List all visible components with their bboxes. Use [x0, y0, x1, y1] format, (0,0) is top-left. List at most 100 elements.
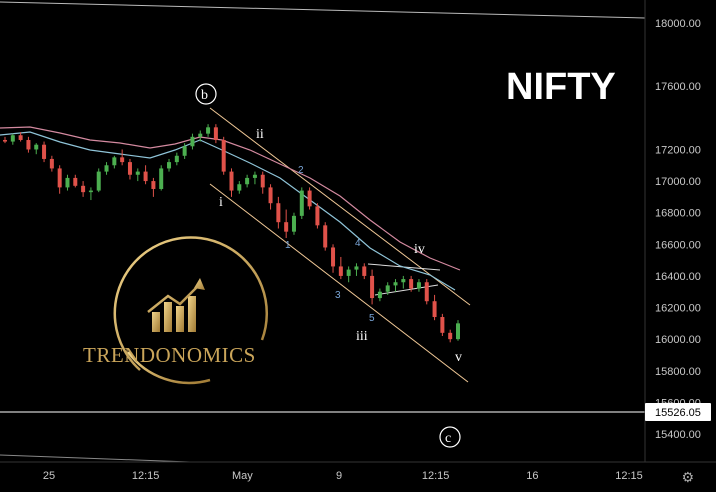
candle-body: [3, 139, 7, 142]
candle-body: [338, 266, 343, 276]
candle-body: [151, 181, 156, 189]
logo-arc-icon: [113, 236, 269, 371]
candle-body: [456, 323, 460, 340]
candle-body: [112, 157, 117, 166]
candle-body: [104, 165, 109, 172]
candle-body: [198, 133, 203, 137]
candle-body: [127, 162, 132, 175]
candle-body: [409, 279, 414, 289]
candle-body: [65, 177, 70, 188]
candle-body: [385, 285, 390, 292]
svg-text:c: c: [445, 431, 451, 446]
wave-b-marker: b: [195, 83, 217, 105]
wave-c-marker: c: [439, 426, 461, 448]
subwave-4-label: 4: [355, 238, 361, 249]
wave-iv-label: iv: [414, 242, 425, 257]
candle-body: [346, 269, 351, 276]
subwave-3-label: 3: [335, 290, 341, 301]
y-tick-label: 17000.00: [655, 176, 701, 188]
brand-name: TRENDONOMICS: [83, 343, 256, 367]
candle-body: [120, 157, 125, 163]
candle-body: [416, 282, 421, 289]
x-tick-label: 25: [43, 470, 55, 482]
candle-body: [57, 168, 62, 188]
candle-body: [229, 171, 234, 191]
candle-body: [307, 190, 312, 207]
candle-body: [190, 136, 195, 147]
wave-v-label: v: [455, 350, 462, 365]
x-tick-label: May: [232, 470, 253, 482]
trendlines: [0, 1, 646, 463]
candle-body: [221, 139, 226, 172]
subwave-5-label: 5: [369, 313, 375, 324]
wave-iii-label: iii: [356, 329, 368, 344]
candle-body: [370, 275, 375, 299]
y-tick-label: 16600.00: [655, 239, 701, 251]
time-axis[interactable]: 25 12:15 May 9 12:15 16 12:15: [0, 461, 716, 482]
candles: [3, 124, 460, 343]
candle-body: [362, 266, 367, 276]
candle-body: [268, 187, 273, 204]
x-tick-label: 16: [526, 470, 538, 482]
x-tick-label: 12:15: [615, 470, 643, 482]
candle-body: [245, 177, 250, 185]
logo-bar-icon: [152, 312, 160, 332]
candle-body: [81, 185, 86, 193]
y-tick-label: 16200.00: [655, 303, 701, 315]
y-tick-label: 15800.00: [655, 366, 701, 378]
y-tick-label: 17200.00: [655, 144, 701, 156]
trendonomics-logo: TRENDONOMICS: [83, 236, 269, 385]
settings-gear-icon[interactable]: ⚙: [681, 470, 694, 486]
candle-body: [291, 215, 296, 232]
candle-body: [18, 135, 23, 140]
candle-body: [88, 190, 93, 193]
candle-body: [393, 282, 398, 286]
candle-body: [440, 317, 445, 333]
candle-body: [284, 222, 289, 232]
bottom-trendline: [0, 454, 191, 463]
candle-body: [206, 127, 211, 134]
candle-body: [49, 158, 54, 169]
candle-body: [237, 184, 242, 191]
candle-body: [213, 127, 218, 140]
y-tick-label: 16800.00: [655, 208, 701, 220]
candle-body: [96, 171, 101, 191]
candle-body: [315, 206, 320, 226]
channel-lower-line: [209, 183, 469, 383]
wave-ii-label: ii: [256, 127, 264, 142]
top-trendline: [0, 1, 646, 19]
subwave-1-label: 1: [285, 240, 291, 251]
candle-body: [260, 174, 265, 188]
x-tick-label: 12:15: [132, 470, 160, 482]
x-tick-label: 12:15: [422, 470, 450, 482]
candle-body: [10, 135, 15, 142]
candle-body: [143, 171, 148, 182]
y-tick-label: 18000.00: [655, 18, 701, 30]
x-tick-label: 9: [336, 470, 342, 482]
candle-body: [135, 171, 140, 175]
candle-body: [401, 279, 406, 283]
svg-text:b: b: [201, 88, 208, 103]
y-tick-label: 17600.00: [655, 81, 701, 93]
candle-body: [377, 291, 382, 299]
candle-body: [42, 144, 47, 159]
candle-body: [432, 301, 437, 318]
candle-body: [174, 155, 179, 163]
last-price-tag: 15526.05: [645, 403, 711, 421]
candle-body: [299, 190, 304, 216]
candle-body: [159, 168, 164, 189]
wave-i-label: i: [219, 195, 223, 210]
y-tick-label: 16000.00: [655, 334, 701, 346]
chart-title: NIFTY: [506, 66, 616, 108]
subwave-2-label: 2: [298, 165, 304, 176]
candle-body: [167, 162, 172, 169]
candle-body: [354, 266, 359, 270]
logo-arrow-icon: [147, 283, 201, 313]
y-tick-label: 15400.00: [655, 429, 701, 441]
y-tick-label: 16400.00: [655, 271, 701, 283]
candle-body: [26, 139, 31, 150]
candle-body: [331, 247, 336, 267]
candle-body: [276, 203, 281, 223]
candle-body: [448, 332, 453, 340]
